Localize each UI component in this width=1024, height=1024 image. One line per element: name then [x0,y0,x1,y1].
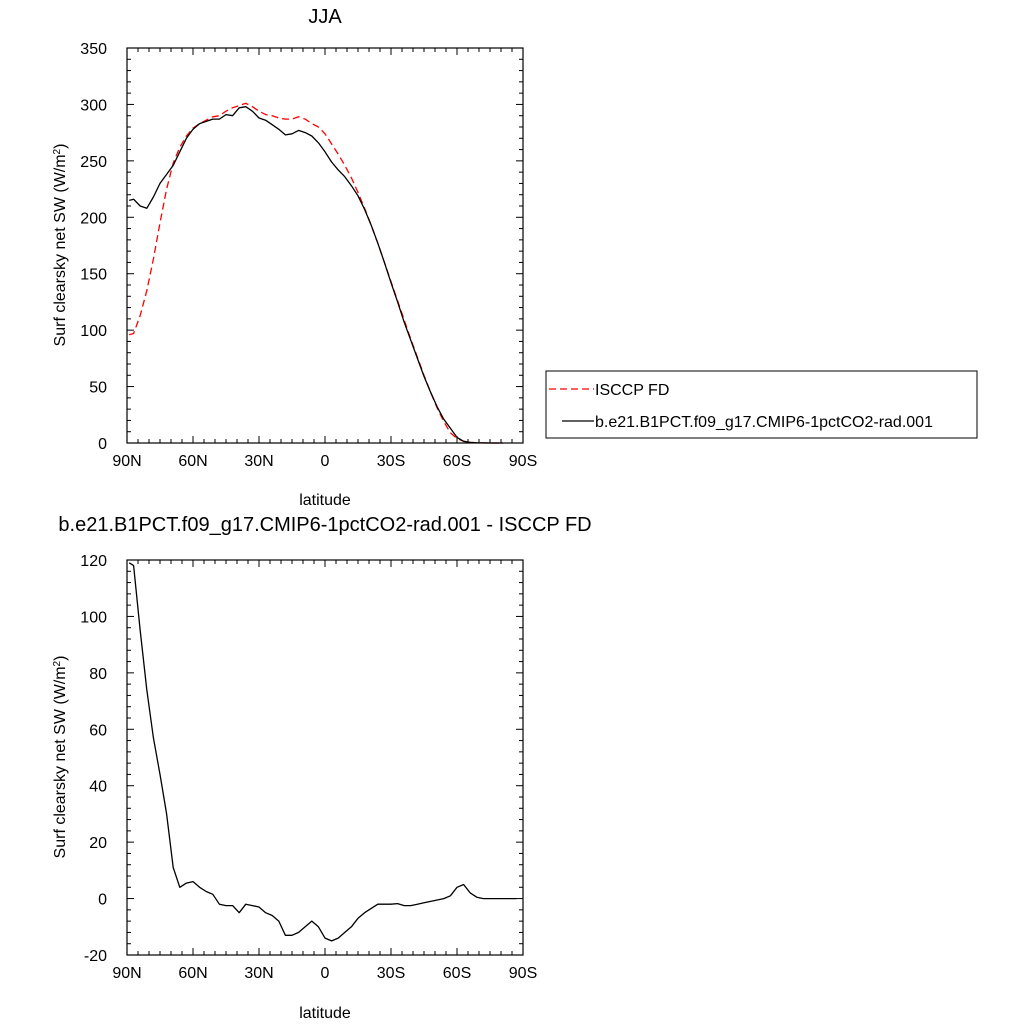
top-ylabel-main: Surf clearsky net SW (W/m [52,154,69,346]
top-xtick-label: 90N [112,453,141,470]
bottom-ytick-label: 100 [80,609,107,626]
top-xtick-label: 60N [178,453,207,470]
bottom-ytick-label: 20 [89,835,107,852]
bottom-ytick-label: 60 [89,722,107,739]
top-ytick-label: 350 [80,41,107,58]
bottom-xtick-label: 30N [244,965,273,982]
top-ytick-label: 150 [80,267,107,284]
top-ylabel: Surf clearsky net SW (W/m2) [52,144,70,347]
bottom-chart-title: b.e21.B1PCT.f09_g17.CMIP6-1pctCO2-rad.00… [58,514,591,536]
top-xtick-label: 30N [244,453,273,470]
top-plot-frame [126,47,524,444]
top-chart-title: JJA [308,6,342,28]
top-xlabel: latitude [299,492,351,509]
bottom-series-line-model [128,562,517,942]
bottom-plot-area: 90N 60N 30N 0 30S 60S 90S -20 0 20 40 60 80 100 120 [80,553,537,982]
bottom-xlabel: latitude [299,1005,351,1022]
top-ytick-label: 50 [89,380,107,397]
bottom-ytick-label: 40 [89,779,107,796]
bottom-xtick-label: 90S [509,965,537,982]
bottom-ylabel-sup: 2 [52,660,63,666]
top-plot-area: 90N 60N 30N 0 30S 60S 90S 0 50 100 150 200 250 300 350 [80,41,537,470]
bottom-ylabel-main: Surf clearsky net SW (W/m [52,666,69,858]
bottom-ytick-label: 80 [89,666,107,683]
top-xtick-label: 30S [377,453,405,470]
bottom-ytick-label: 0 [98,892,107,909]
top-ytick-label: 200 [80,210,107,227]
bottom-panel: b.e21.B1PCT.f09_g17.CMIP6-1pctCO2-rad.00… [52,514,592,1022]
top-ylabel-end: ) [52,144,69,149]
legend-label-isccp: ISCCP FD [595,382,669,399]
bottom-ylabel: Surf clearsky net SW (W/m2) [52,656,70,859]
top-xtick-label: 90S [509,453,537,470]
bottom-plot-frame [126,559,524,956]
top-xtick-label: 0 [321,453,330,470]
top-ytick-label: 0 [98,436,107,453]
top-panel: JJA 90N 60N 30N 0 30S 60S 90S 0 50 100 150 200 250 30… [52,6,978,509]
top-ytick-label: 100 [80,323,107,340]
bottom-ytick-label: -20 [84,948,107,965]
top-series-line-isccp [129,102,504,444]
top-ytick-label: 300 [80,97,107,114]
bottom-ytick-label: 120 [80,553,107,570]
bottom-xtick-label: 60N [178,965,207,982]
bottom-xtick-label: 60S [443,965,471,982]
top-xtick-label: 60S [443,453,471,470]
bottom-xtick-label: 0 [321,965,330,982]
top-series-line-model [129,106,504,444]
legend-box [545,370,978,439]
bottom-xtick-label: 90N [112,965,141,982]
legend: ISCCP FD b.e21.B1PCT.f09_g17.CMIP6-1pctC… [545,370,978,439]
top-ylabel-sup: 2 [52,148,63,154]
top-ytick-label: 250 [80,154,107,171]
legend-label-model: b.e21.B1PCT.f09_g17.CMIP6-1pctCO2-rad.00… [595,414,933,431]
bottom-ylabel-end: ) [52,656,69,661]
bottom-xtick-label: 30S [377,965,405,982]
